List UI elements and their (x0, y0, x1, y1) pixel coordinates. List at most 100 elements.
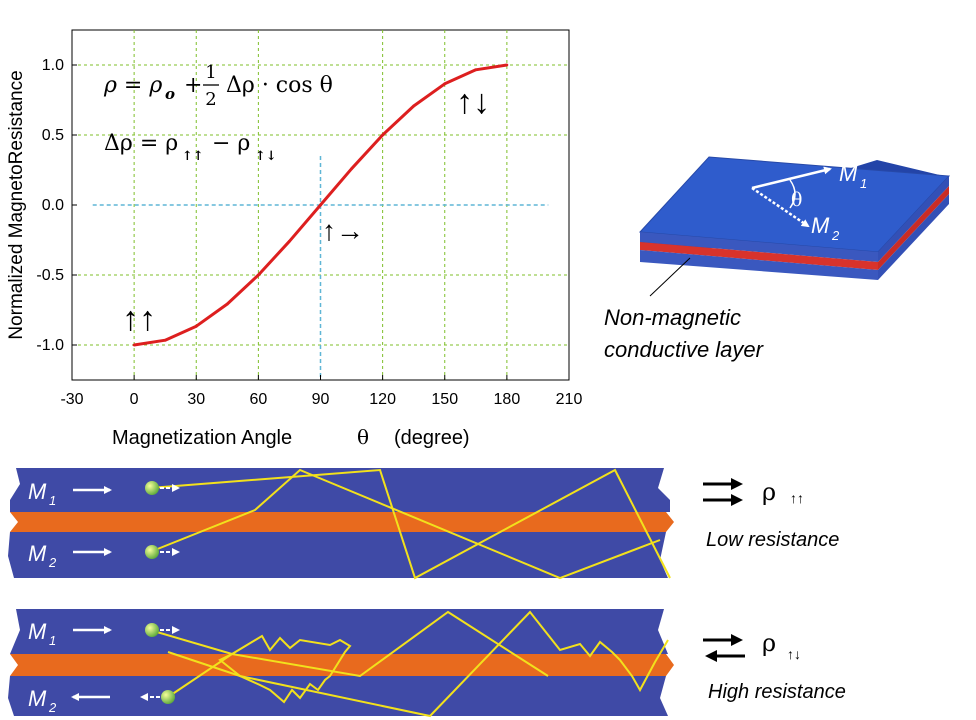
eq2-sub-parallel: ↑↑ (182, 149, 204, 164)
p-m2-sub: 2 (48, 555, 57, 570)
mr-curve-point (194, 324, 198, 328)
y-tick-label: 0.5 (42, 127, 64, 144)
mr-chart: -30 0 30 60 90 120 150 180 210-1.0-0.50.00.51.0 … (6, 29, 582, 449)
x-tick-label: 90 (312, 391, 330, 408)
annotation-parallel-spins: ↑↑ (122, 300, 156, 338)
p-top-layer-lower (10, 500, 670, 512)
eq2-sub-antiparallel: ↑↓ (255, 149, 277, 164)
mr-curve-point (256, 273, 260, 277)
x-axis-label-text: Magnetization Angle (112, 427, 292, 449)
eq2-minus: − ρ (212, 131, 250, 156)
annotation-perpendicular-spins: ↑→ (322, 215, 364, 246)
y-tick-label: 0.0 (42, 197, 64, 214)
ap-m1-label: M (28, 619, 47, 644)
y-tick-label: -0.5 (36, 267, 64, 284)
mr-curve-point (412, 104, 416, 108)
p-electron-bottom (145, 545, 159, 559)
slab-m2-label: M (811, 213, 830, 238)
ap-rho-sub: ↑↓ (787, 646, 801, 662)
slab-theta: θ (791, 189, 802, 211)
ap-m1-sub: 1 (49, 633, 56, 648)
x-axis-theta: θ (357, 425, 369, 449)
ap-electron-top (145, 623, 159, 637)
ap-electron-path-1 (149, 629, 352, 704)
eq1-numerator: 1 (205, 62, 216, 83)
p-bottom-layer (8, 532, 668, 578)
slab-side-blue-2 (878, 194, 949, 280)
x-tick-label: 60 (249, 391, 267, 408)
ap-electron-bottom (161, 690, 175, 704)
series-layer (132, 63, 509, 347)
equation-mr: ρ = ρ o + 1 2 Δρ · cos θ (103, 62, 333, 110)
mr-curve-point (474, 68, 478, 72)
antiparallel-panel: M 1 M 2 ρ ↑↓ High resistance (8, 609, 846, 718)
eq1-plus: + (184, 73, 202, 98)
mr-curve-point (381, 133, 385, 137)
ap-rho: ρ (762, 629, 776, 657)
p-m1-label: M (28, 479, 47, 504)
p-electron-path-2 (149, 468, 661, 580)
m2-arrow (751, 186, 810, 228)
x-tick-label: 150 (431, 391, 458, 408)
eq1-subscript: o (165, 85, 175, 103)
mr-curve-point (505, 63, 509, 67)
caption-leader-line (649, 257, 691, 297)
ap-m2-sub: 2 (48, 700, 57, 715)
mr-curve-point (350, 167, 353, 171)
trilayer-slab: θ M 1 M 2 Non-magnetic conductive layer (604, 156, 951, 362)
slab-side-blue-1 (878, 176, 949, 262)
slab-m1-label: M (839, 161, 858, 186)
eq1-lhs: ρ = ρ (103, 73, 162, 98)
x-axis-unit: (degree) (394, 427, 470, 449)
x-tick-label: 120 (369, 391, 396, 408)
slab-m1-sub: 1 (860, 176, 867, 191)
eq1-rest: Δρ · cos θ (226, 73, 333, 98)
y-tick-label: -1.0 (36, 337, 64, 354)
ap-spacer-layer (10, 654, 674, 676)
slab-caption-line2: conductive layer (604, 337, 765, 362)
eq1-denominator: 2 (205, 89, 216, 110)
equation-delta-rho: Δρ = ρ ↑↑ − ρ ↑↓ (104, 131, 277, 164)
mr-curve-point (225, 302, 229, 306)
theta-arc (789, 179, 796, 209)
ap-electron-path-3 (167, 610, 549, 698)
slab-front-blue-2 (640, 250, 878, 280)
x-tick-label: 210 (556, 391, 583, 408)
p-spacer-layer (10, 512, 674, 532)
x-tick-label: -30 (60, 391, 83, 408)
annotation-antiparallel-spins: ↑↓ (456, 83, 490, 121)
ap-caption: High resistance (708, 681, 846, 703)
ap-top-layer (10, 609, 668, 654)
y-tick-label: 1.0 (42, 57, 64, 74)
mr-curve-point (288, 239, 291, 243)
mr-curve-point (319, 203, 322, 207)
slab-front-red (640, 242, 878, 270)
p-top-layer (10, 468, 670, 500)
slab-caption-line1: Non-magnetic (604, 305, 741, 330)
ap-m2-label: M (28, 686, 47, 711)
x-tick-label: 30 (187, 391, 205, 408)
y-axis-label: Normalized MagnetoResistance (6, 70, 27, 339)
p-electron-top (145, 481, 159, 495)
eq2-lhs: Δρ = ρ (104, 131, 178, 156)
p-m2-label: M (28, 541, 47, 566)
mr-curve-point (163, 338, 167, 342)
slab-side-red (878, 186, 949, 270)
parallel-panel: M 1 M 2 ρ ↑↑ Low resistance (8, 468, 839, 580)
x-axis-label: Magnetization Angle θ (degree) (112, 425, 470, 449)
axis-ticks: -30 0 30 60 90 120 150 180 210 -1.0 -0.5 0.0 0.5 1.0 (36, 57, 582, 408)
x-tick-label: 180 (494, 391, 521, 408)
x-tick-label: 0 (130, 391, 139, 408)
m1-arrow (751, 166, 832, 190)
slab-front-blue-1 (640, 232, 878, 262)
p-electron-path-1 (149, 468, 671, 580)
ap-electron-path-2 (167, 610, 669, 718)
mr-curve-point (132, 343, 136, 347)
mr-curve-point (443, 82, 447, 86)
p-m1-sub: 1 (49, 493, 56, 508)
p-caption: Low resistance (706, 529, 839, 551)
slab-m2-sub: 2 (831, 228, 840, 243)
p-rho: ρ (762, 478, 776, 506)
p-rho-sub: ↑↑ (790, 490, 804, 506)
